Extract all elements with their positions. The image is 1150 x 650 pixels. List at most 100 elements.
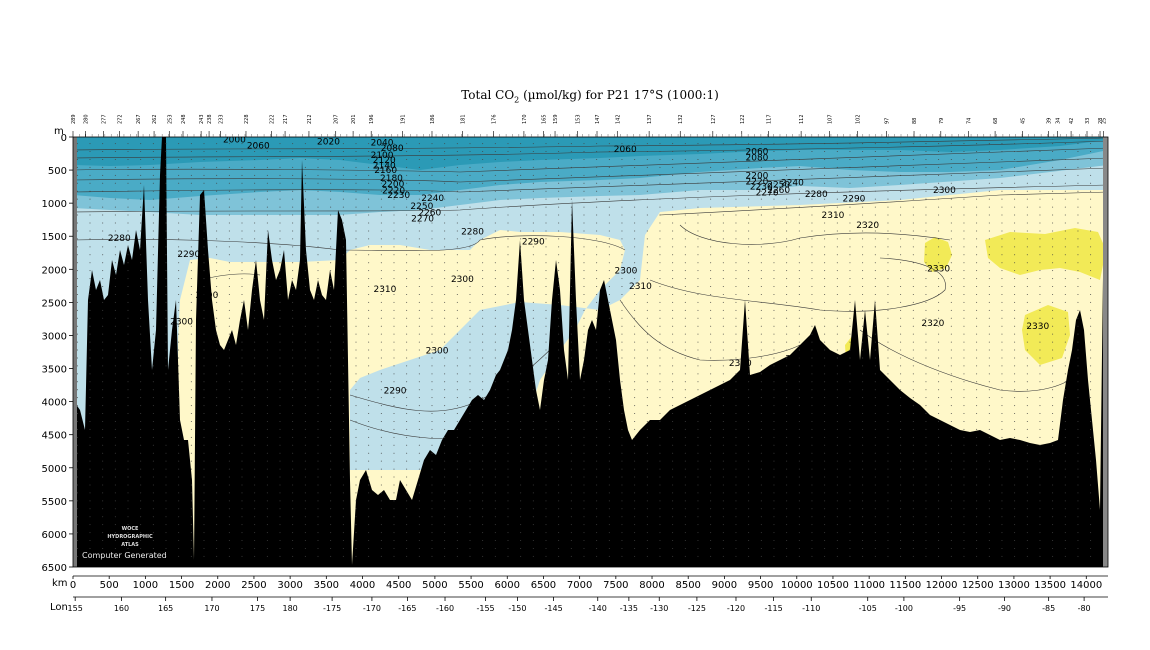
sample-dot (444, 516, 446, 518)
sample-dot (938, 413, 940, 415)
sample-dot (165, 508, 167, 510)
sample-dot (862, 389, 864, 391)
sample-dot (127, 508, 129, 510)
sample-dot (887, 222, 889, 224)
sample-dot (1077, 317, 1079, 319)
sample-dot (570, 198, 572, 200)
sample-dot (393, 397, 395, 399)
sample-dot (431, 476, 433, 478)
sample-dot (824, 405, 826, 407)
sample-dot (824, 143, 826, 145)
sample-dot (152, 555, 154, 557)
sample-dot (976, 500, 978, 502)
sample-dot (266, 444, 268, 446)
sample-dot (697, 293, 699, 295)
sample-dot (684, 555, 686, 557)
sample-dot (444, 365, 446, 367)
sample-dot (317, 262, 319, 264)
sample-dot (659, 405, 661, 407)
sample-dot (963, 492, 965, 494)
sample-dot (127, 524, 129, 526)
sample-dot (1064, 405, 1066, 407)
sample-dot (570, 516, 572, 518)
sample-dot (1064, 278, 1066, 280)
sample-dot (963, 468, 965, 470)
sample-dot (469, 516, 471, 518)
sample-dot (494, 349, 496, 351)
sample-dot (380, 238, 382, 240)
sample-dot (950, 476, 952, 478)
sample-dot (292, 206, 294, 208)
sample-dot (760, 428, 762, 430)
sample-dot (330, 317, 332, 319)
sample-dot (900, 166, 902, 168)
sample-dot (558, 158, 560, 160)
contour-label: 2270 (411, 214, 434, 224)
sample-dot (520, 436, 522, 438)
sample-dot (114, 476, 116, 478)
sample-dot (558, 317, 560, 319)
sample-dot (216, 341, 218, 343)
sample-dot (482, 174, 484, 176)
sample-dot (127, 143, 129, 145)
sample-dot (165, 333, 167, 335)
sample-dot (456, 286, 458, 288)
sample-dot (583, 540, 585, 542)
sample-dot (824, 452, 826, 454)
sample-dot (76, 349, 78, 351)
sample-dot (912, 436, 914, 438)
sample-dot (748, 452, 750, 454)
sample-dot (241, 301, 243, 303)
sample-dot (1077, 484, 1079, 486)
sample-dot (89, 158, 91, 160)
sample-dot (824, 373, 826, 375)
sample-dot (760, 246, 762, 248)
sample-dot (697, 547, 699, 549)
sample-dot (646, 500, 648, 502)
sample-dot (608, 389, 610, 391)
sample-dot (127, 555, 129, 557)
sample-dot (634, 547, 636, 549)
sample-dot (570, 309, 572, 311)
sample-dot (1014, 309, 1016, 311)
sample-dot (228, 222, 230, 224)
sample-dot (76, 436, 78, 438)
sample-dot (469, 476, 471, 478)
sample-dot (76, 341, 78, 343)
sample-dot (203, 555, 205, 557)
station-tick-label: 222 (269, 114, 275, 124)
sample-dot (317, 540, 319, 542)
sample-dot (178, 547, 180, 549)
band-light-blue (73, 137, 1108, 470)
sample-dot (266, 238, 268, 240)
sample-dot (393, 420, 395, 422)
sample-dot (1001, 301, 1003, 303)
sample-dot (203, 444, 205, 446)
sample-dot (165, 397, 167, 399)
sample-dot (469, 524, 471, 526)
station-tick-label: 107 (827, 114, 833, 124)
sample-dot (988, 214, 990, 216)
sample-dot (697, 484, 699, 486)
lon-tick-label: -105 (859, 604, 877, 613)
sample-dot (380, 166, 382, 168)
sample-dot (102, 293, 104, 295)
sample-dot (748, 397, 750, 399)
sample-dot (102, 365, 104, 367)
sample-dot (368, 270, 370, 272)
sample-dot (798, 555, 800, 557)
sample-dot (1039, 174, 1041, 176)
lon-tick-label: -115 (765, 604, 783, 613)
sample-dot (849, 246, 851, 248)
sample-dot (862, 420, 864, 422)
sample-dot (900, 397, 902, 399)
sample-dot (570, 333, 572, 335)
sample-dot (1039, 413, 1041, 415)
lon-tick-label: -160 (436, 604, 454, 613)
sample-dot (874, 389, 876, 391)
sample-dot (748, 301, 750, 303)
sample-dot (836, 460, 838, 462)
sample-dot (558, 365, 560, 367)
sample-dot (190, 230, 192, 232)
